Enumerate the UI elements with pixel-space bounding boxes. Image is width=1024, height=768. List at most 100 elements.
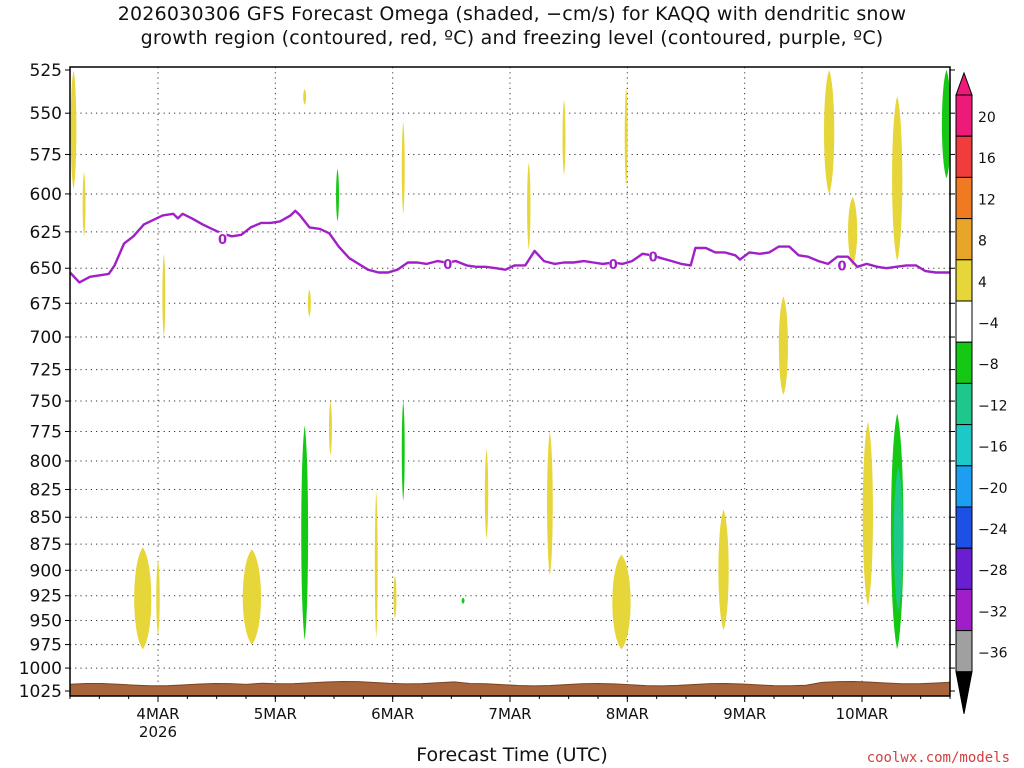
y-tick-label: 550 [30,104,62,124]
omega-shaded-regions [70,70,950,650]
colorbar-bin [955,630,973,673]
y-tick-label: 525 [30,61,62,81]
colorbar-label: −24 [978,522,1008,538]
freezing-level-label: 0 [838,259,847,274]
y-tick-label: 650 [30,259,62,279]
y-tick-label: 775 [30,422,62,442]
colorbar-label: −36 [978,646,1008,662]
freezing-level-label: 0 [218,233,227,248]
freezing-level-label: 0 [443,258,452,273]
colorbar-bin [955,94,973,137]
colorbar: 20 16 12 8 4 −4 −8 −12 −16 −20 −24 −28 −32 −36 [955,71,1008,714]
colorbar-label: 4 [978,275,987,291]
omega-region [134,547,152,650]
x-tick-label: 8MAR [606,705,649,723]
x-tick-label: 6MAR [371,705,414,723]
omega-region [393,575,397,619]
y-tick-label: 725 [30,361,62,381]
y-tick-label: 675 [30,294,62,314]
omega-region [941,70,950,179]
y-tick-label: 850 [30,508,62,528]
omega-region [303,89,307,105]
y-tick-label: 1000 [19,659,62,679]
omega-region [301,425,309,640]
omega-region [624,87,628,187]
omega-region [892,96,903,262]
freezing-label-bg [838,258,847,272]
x-tick-label: 7MAR [488,705,531,723]
omega-region [547,431,553,576]
omega-region [612,554,631,650]
chart-title: 2026030306 GFS Forecast Omega (shaded, −… [0,2,1024,50]
omega-region [848,197,858,266]
x-tick-label: 9MAR [723,705,766,723]
colorbar-over-arrow [955,71,973,96]
colorbar-label: 8 [978,234,987,250]
y-tick-label: 950 [30,611,62,631]
omega-region [401,121,405,214]
freezing-label-bg [649,249,658,263]
colorbar-bin [955,176,973,220]
colorbar-bin [955,547,973,590]
omega-region [527,162,531,250]
colorbar-bin [955,259,973,302]
colorbar-bin [955,506,973,549]
y-tick-label: 800 [30,452,62,472]
colorbar-label: −4 [978,316,999,332]
omega-region [778,296,788,395]
omega-region [862,421,874,606]
y-tick-label: 1025 [19,682,62,702]
y-tick-label: 600 [30,185,62,205]
colorbar-bin [955,588,973,632]
omega-region [893,466,903,611]
omega-region [484,449,489,539]
chart-title-line-2: growth region (contoured, red, ºC) and f… [140,27,884,49]
freezing-level-label: 0 [609,258,618,273]
freezing-label-bg [218,232,227,246]
omega-region [307,289,311,317]
freezing-level-line [70,209,950,284]
colorbar-label: −28 [978,563,1008,579]
terrain-surface [70,680,950,696]
y-tick-label: 825 [30,481,62,501]
omega-region [823,70,835,194]
colorbar-label: −16 [978,440,1008,456]
y-axis: 525 550 575 600 625 650 675 700 725 750 775 800 825 8… [19,61,955,702]
colorbar-under-arrow [955,671,973,714]
x-tick-label: 5MAR [254,705,297,723]
y-tick-label: 900 [30,561,62,581]
colorbar-label: −12 [978,398,1008,414]
omega-region [329,401,332,456]
colorbar-bin [955,300,973,343]
terrain-fill [70,680,950,696]
omega-region [461,597,465,604]
x-tick-sublabel: 2026 [139,723,177,741]
x-axis-label: Forecast Time (UTC) [416,744,608,766]
colorbar-bin [955,135,973,178]
freezing-level-contour: 0 0 0 0 0 [70,209,950,284]
colorbar-label: −32 [978,604,1008,620]
x-tick-label: 10MAR [836,705,889,723]
colorbar-bin [955,382,973,426]
colorbar-bin [955,465,973,508]
freezing-level-label: 0 [649,251,658,266]
colorbar-label: 16 [978,151,996,167]
colorbar-label: −8 [978,357,999,373]
omega-region [336,168,339,222]
y-tick-label: 625 [30,223,62,243]
colorbar-bin [955,218,973,261]
omega-region [82,172,86,237]
y-tick-label: 925 [30,587,62,607]
freezing-label-bg [609,256,618,270]
omega-region [374,491,378,638]
colorbar-label: 12 [978,192,996,208]
freezing-label-bg [443,256,452,270]
x-tick-label: 4MAR [136,705,179,723]
y-tick-label: 575 [30,145,62,165]
colorbar-label: 20 [978,110,996,126]
omega-region [242,549,262,645]
colorbar-bin [955,424,973,467]
y-tick-label: 875 [30,535,62,555]
grid-lines [70,67,950,696]
